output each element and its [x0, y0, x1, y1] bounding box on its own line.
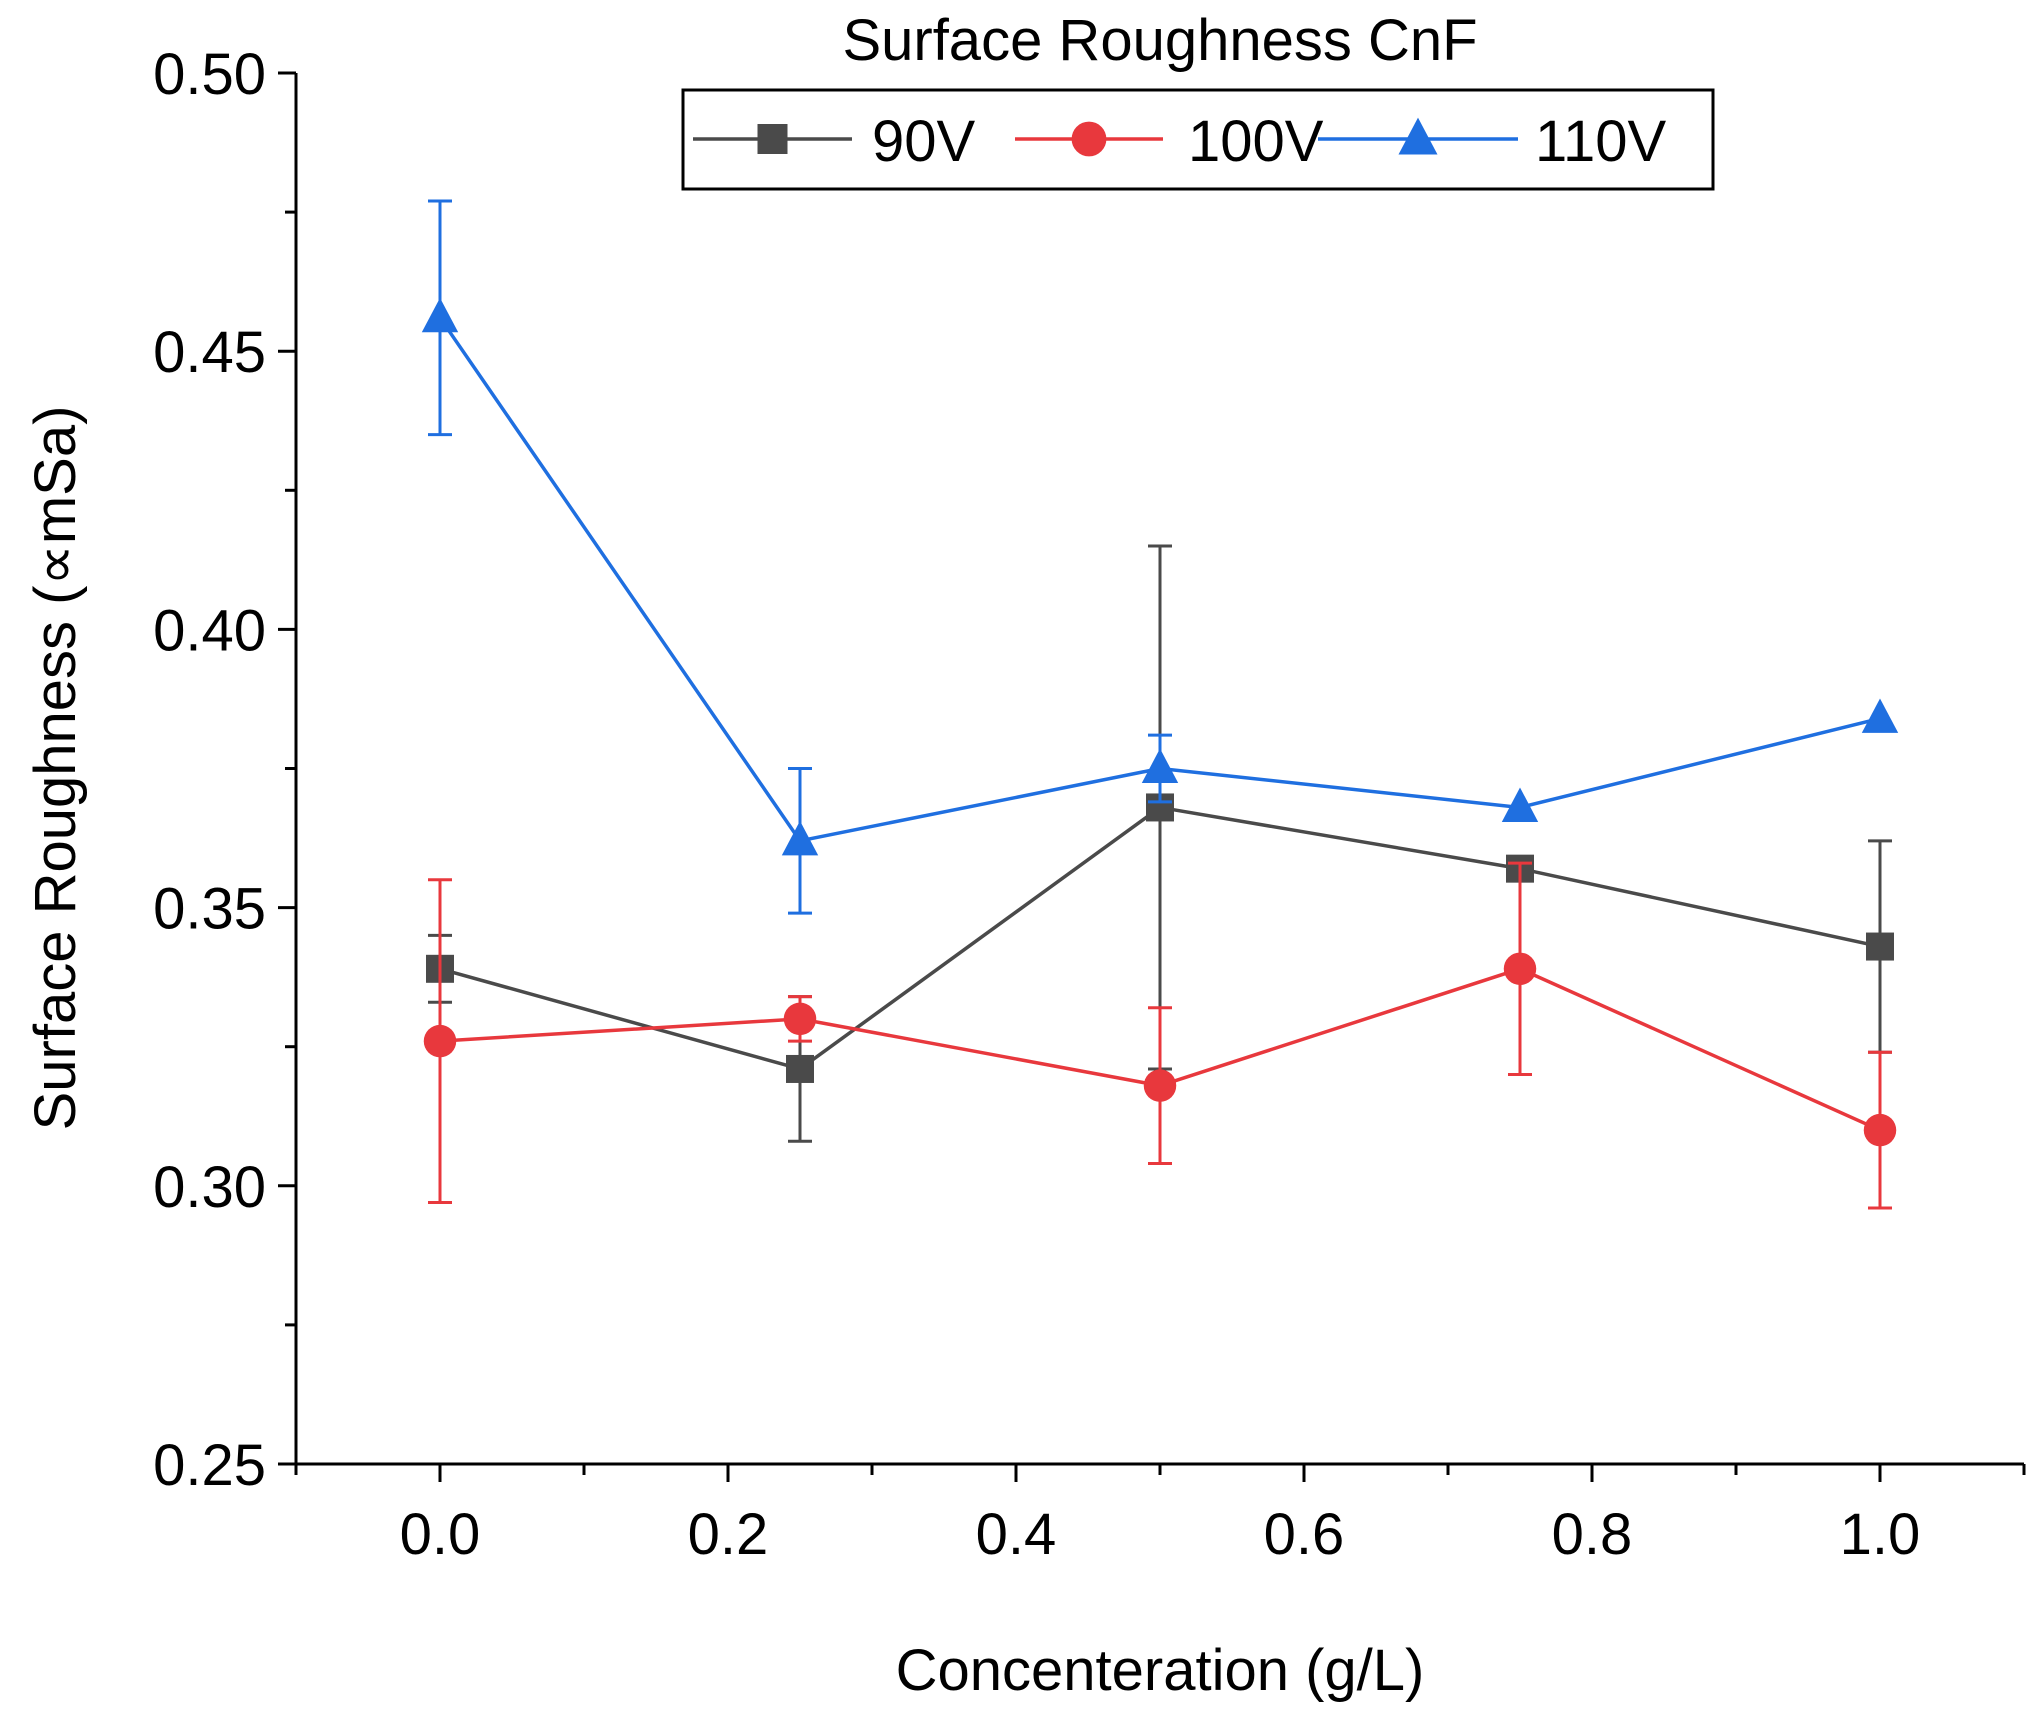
data-point-90v: [1866, 932, 1894, 961]
y-tick-label: 0.25: [153, 1433, 266, 1498]
legend-label-110v: 110V: [1535, 109, 1666, 174]
legend-marker-100v: [1071, 121, 1107, 157]
y-tick-label: 0.35: [153, 877, 266, 942]
legend-label-90v: 90V: [872, 109, 976, 174]
x-tick-label: 0.6: [1264, 1502, 1345, 1567]
legend-label-100v: 100V: [1188, 109, 1324, 174]
y-axis-label: Surface Roughness (∝mSa): [23, 406, 88, 1131]
legend: 90V 100V 110V: [681, 88, 1715, 191]
x-axis-label: Concenteration (g/L): [896, 1638, 1425, 1703]
x-tick-label: 0.2: [688, 1502, 769, 1567]
data-point-100v: [1143, 1069, 1177, 1102]
legend-marker-110v: [1398, 117, 1438, 155]
y-tick-label: 0.50: [153, 42, 266, 107]
series-100V: [423, 861, 1897, 1210]
data-point-90v: [786, 1054, 814, 1083]
data-point-100v: [423, 1024, 457, 1058]
data-point-110v: [421, 297, 459, 333]
y-tick-label: 0.45: [153, 320, 266, 385]
y-tick-label: 0.40: [153, 598, 266, 663]
ticks-layer: 0.0 0.2 0.4 0.6 0.8 1.0 0.25 0.30 0.35 0.40 0.45 0.…: [153, 42, 2026, 1567]
series-110V: [421, 199, 1899, 915]
x-tick-label: 0.0: [400, 1502, 481, 1567]
legend-marker-90v: [757, 124, 788, 154]
data-point-110v: [1141, 748, 1179, 783]
chart-title: Surface Roughness CnF: [842, 8, 1477, 73]
data-point-100v: [783, 1002, 817, 1036]
data-point-110v: [781, 820, 819, 856]
data-point-110v: [1861, 698, 1899, 733]
x-tick-label: 0.8: [1552, 1502, 1633, 1567]
y-tick-label: 0.30: [153, 1155, 266, 1220]
series-layer: [421, 199, 1899, 1210]
data-point-100v: [1503, 952, 1537, 986]
legend-box: [681, 88, 1715, 191]
x-tick-label: 0.4: [976, 1502, 1057, 1567]
data-point-110v: [1501, 787, 1539, 822]
x-tick-label: 1.0: [1840, 1502, 1921, 1567]
data-point-100v: [1863, 1113, 1897, 1147]
